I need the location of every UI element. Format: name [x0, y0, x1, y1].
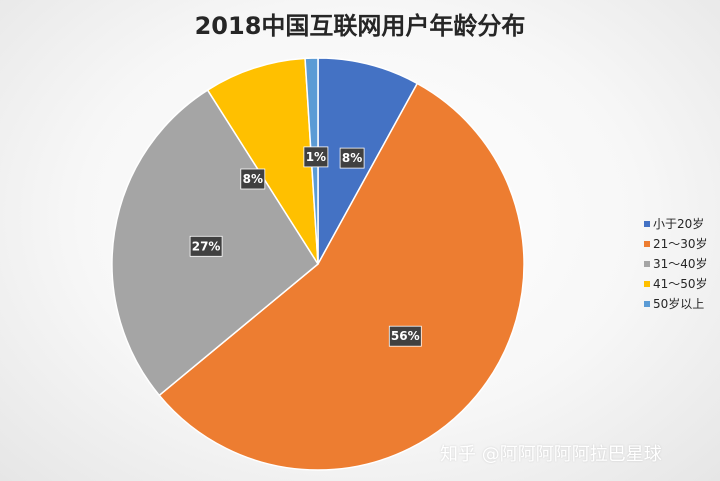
legend-label: 31～40岁	[653, 257, 708, 271]
data-label: 8%	[342, 151, 362, 165]
data-label: 1%	[306, 150, 326, 164]
data-label: 8%	[243, 172, 263, 186]
legend-swatch	[644, 261, 650, 267]
legend-item: 小于20岁	[644, 214, 708, 234]
legend-label: 小于20岁	[653, 217, 705, 231]
data-label-box	[189, 235, 223, 257]
legend: 小于20岁 21～30岁 31～40岁 41～50岁 50岁以上	[644, 214, 708, 314]
legend-swatch	[644, 241, 650, 247]
data-label-box	[240, 168, 266, 190]
legend-swatch	[644, 301, 650, 307]
data-label: 27%	[192, 239, 221, 253]
data-label: 56%	[391, 329, 420, 343]
legend-item: 21～30岁	[644, 234, 708, 254]
legend-swatch	[644, 281, 650, 287]
legend-label: 41～50岁	[653, 277, 708, 291]
pie-slice	[317, 57, 419, 265]
watermark: 知乎 @阿阿阿阿阿拉巴星球	[440, 444, 662, 465]
chart-title: 2018中国互联网用户年龄分布	[194, 12, 526, 40]
pie-slice	[158, 82, 525, 471]
pie-slice	[206, 57, 319, 265]
data-label-box	[339, 147, 365, 169]
legend-swatch	[644, 221, 650, 227]
legend-label: 21～30岁	[653, 237, 708, 251]
legend-label: 50岁以上	[653, 297, 705, 311]
data-label-box	[303, 146, 329, 168]
data-label-box	[388, 325, 422, 347]
legend-item: 31～40岁	[644, 254, 708, 274]
legend-item: 50岁以上	[644, 294, 708, 314]
legend-item: 41～50岁	[644, 274, 708, 294]
